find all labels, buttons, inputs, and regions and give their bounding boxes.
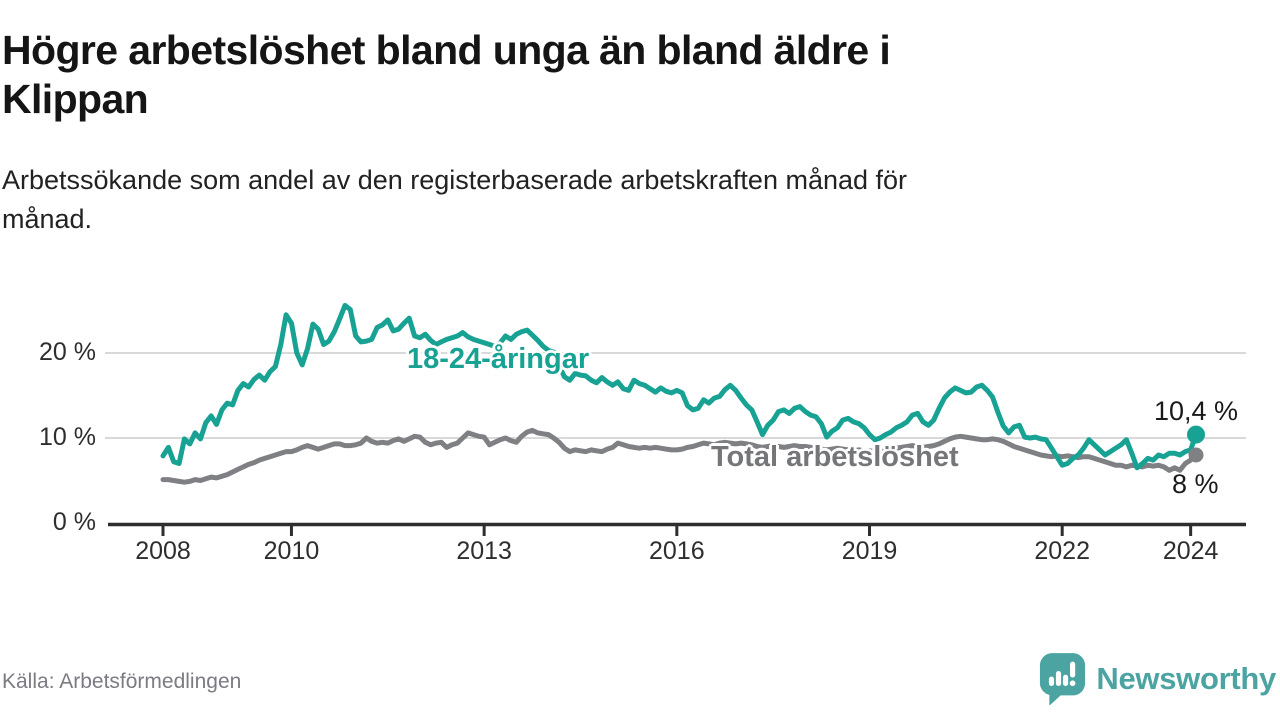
exclamation-bar bbox=[1070, 661, 1076, 678]
series-line-young bbox=[160, 302, 1199, 471]
series-line-total bbox=[160, 427, 1199, 485]
x-tick-label: 2013 bbox=[456, 537, 512, 565]
y-tick-label: 10 % bbox=[39, 423, 96, 451]
bar-2 bbox=[1056, 670, 1062, 687]
y-tick-label: 0 % bbox=[52, 508, 96, 536]
series-label-young: 18-24-åringar bbox=[407, 343, 590, 375]
newsworthy-wordmark: Newsworthy bbox=[1096, 660, 1276, 696]
chart-subtitle: Arbetssökande som andel av den registerb… bbox=[2, 161, 1272, 239]
source-note: Källa: Arbetsförmedlingen bbox=[2, 670, 242, 693]
title-line-1: Högre arbetslöshet bland unga än bland ä… bbox=[2, 27, 891, 73]
x-tick-label: 2019 bbox=[841, 537, 898, 565]
page-title: Högre arbetslöshet bland unga än bland ä… bbox=[2, 26, 1272, 124]
end-value-label-young: 10,4 % bbox=[1153, 396, 1238, 426]
x-tick-label: 2010 bbox=[263, 537, 320, 565]
x-tick-label: 2024 bbox=[1162, 537, 1219, 565]
title-line-2: Klippan bbox=[2, 76, 149, 122]
y-tick-label: 20 % bbox=[39, 338, 96, 366]
speech-bubble-shape bbox=[1040, 653, 1086, 705]
newsworthy-logo: Newsworthy bbox=[1039, 652, 1276, 705]
x-tick-label: 2016 bbox=[649, 537, 705, 565]
bar-3 bbox=[1063, 674, 1069, 687]
x-tick-label: 2008 bbox=[135, 537, 191, 565]
series-label-total: Total arbetslöshet bbox=[711, 441, 959, 473]
end-dot-total bbox=[1188, 447, 1204, 463]
x-tick-label: 2022 bbox=[1034, 537, 1090, 565]
subtitle-line-1: Arbetssökande som andel av den registerb… bbox=[2, 165, 908, 195]
end-value-label-total: 8 % bbox=[1172, 469, 1219, 499]
exclamation-dot bbox=[1070, 680, 1076, 687]
end-dot-young bbox=[1187, 425, 1205, 444]
subtitle-line-2: månad. bbox=[2, 204, 93, 234]
bar-1 bbox=[1049, 676, 1055, 687]
newsworthy-icon bbox=[1040, 653, 1086, 705]
